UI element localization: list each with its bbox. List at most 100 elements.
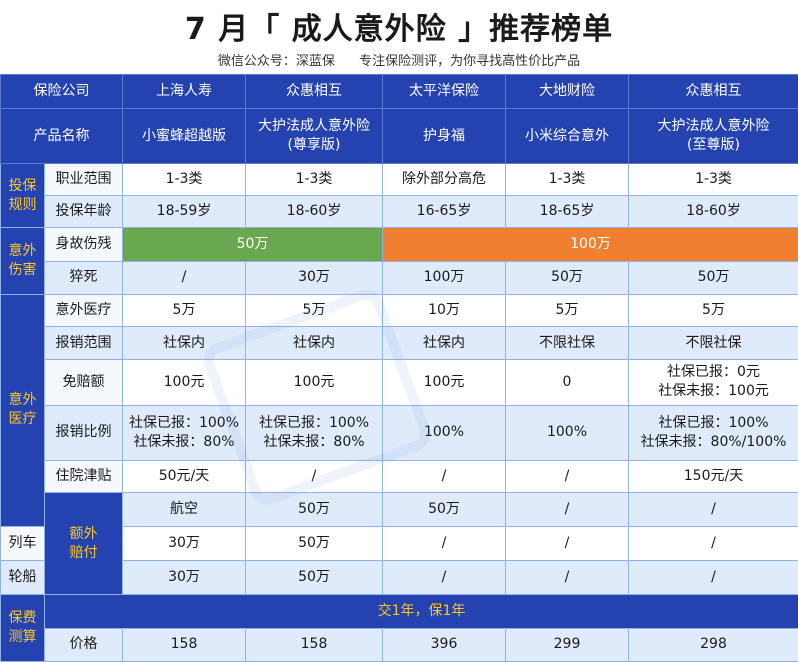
table-cell: 10万 [382,293,506,327]
table-row: 猝死 / 30万 100万 50万 50万 [1,260,798,295]
table-cell: 5万 [122,293,246,327]
table-cell: 30万 [122,526,246,562]
row-label: 报销范围 [44,325,123,361]
company-row: 保险公司 上海人寿 众惠相互 太平洋保险 大地财险 众惠相互 [0,73,798,110]
product-row: 产品名称 小蜜蜂超越版 大护法成人意外险 (尊享版) 护身福 小米综合意外 大护法… [0,108,798,165]
company-cell: 众惠相互 [628,73,798,110]
row-label: 意外医疗 [44,293,123,327]
page-title: 7 月「 成人意外险 」推荐榜单 [184,12,614,47]
price-cell: 298 [628,627,798,662]
row-label: 身故伤残 [44,227,123,262]
product-cell: 小米综合意外 [505,108,629,165]
table-cell: 18-60岁 [245,195,383,229]
slogan-text: 专注保险测评，为你寻找高性价比产品 [359,54,581,69]
table-cell: 50万 [628,260,798,295]
table-cell: / [628,491,798,528]
table-cell: 100元 [382,359,506,406]
table-row: 轮船 30万 50万 / / / [0,560,798,596]
table-cell: 1-3类 [122,163,246,197]
table-cell: 5万 [628,293,798,327]
table-cell: / [382,459,506,493]
table-cell: 100万 [382,260,506,295]
price-cell: 158 [122,627,246,662]
table-cell: 社保内 [245,325,383,361]
company-cell: 大地财险 [505,73,629,110]
table-row: 列车 30万 50万 / / / [0,526,798,562]
table-cell: 50万 [245,560,383,596]
row-label: 报销比例 [44,404,123,461]
table-cell: 社保内 [382,325,506,361]
table-cell: / [628,560,798,596]
row-label: 列车 [0,526,45,562]
table-cell: 16-65岁 [382,195,506,229]
table-cell: 100元 [245,359,383,406]
table-row: 报销比例 社保已报：100% 社保未报：80% 社保已报：100% 社保未报：80%… [1,404,798,461]
death-benefit-green-cell: 50万 [122,227,383,262]
row-label: 猝死 [44,260,123,295]
table-cell: 社保已报：100% 社保未报：80% [122,404,246,461]
table-cell: 18-59岁 [122,195,246,229]
row-label: 价格 [44,627,123,662]
row-label: 轮船 [0,560,45,596]
page-subtitle: 微信公众号：深蓝保 专注保险测评，为你寻找高性价比产品 [0,50,798,69]
table-cell: 50万 [382,491,506,528]
product-cell: 大护法成人意外险 (至尊版) [628,108,798,165]
category-accident-medical: 意外 医疗 [0,293,45,528]
table-row: 住院津贴 50元/天 / / / 150元/天 [1,459,798,493]
table-cell: 50万 [245,526,383,562]
product-label: 产品名称 [0,108,123,165]
table-row: 意外 伤害 身故伤残 50万 100万 [0,227,798,295]
table-cell: 50元/天 [122,459,246,493]
table-cell: 30万 [122,560,246,596]
term-banner: 交1年，保1年 [44,594,798,629]
product-cell: 护身福 [382,108,506,165]
category-premium: 保费 测算 [0,594,45,662]
table-cell: 社保已报：0元 社保未报：100元 [628,359,798,406]
table-cell: 100% [505,404,629,461]
category-accident-injury: 意外 伤害 [0,227,45,295]
table-cell: / [628,526,798,562]
table-cell: / [505,491,629,528]
row-label: 免赔额 [44,359,123,406]
table-cell: 不限社保 [505,325,629,361]
price-cell: 396 [382,627,506,662]
row-label: 投保年龄 [44,195,123,229]
table-cell: 1-3类 [628,163,798,197]
table-cell: 50万 [505,260,629,295]
table-cell: 社保已报：100% 社保未报：80% [245,404,383,461]
table-cell: 社保内 [122,325,246,361]
table-cell: / [505,459,629,493]
table-row: 免赔额 100元 100元 100元 0 社保已报：0元 社保未报：100元 [1,359,798,406]
category-extra-payout: 额外 赔付 [44,491,123,596]
table-cell: / [382,560,506,596]
table-row: 价格 158 158 396 299 298 [1,627,798,662]
table-cell: / [382,526,506,562]
table-row: 保费 测算 交1年，保1年 [0,594,798,662]
table-row: 投保 规则 职业范围 1-3类 1-3类 除外部分高危 1-3类 1-3类 [0,163,798,229]
death-benefit-orange-cell: 100万 [382,227,798,262]
category-insure-rules: 投保 规则 [0,163,45,229]
table-cell: 30万 [245,260,383,295]
table-cell: 100% [382,404,506,461]
company-cell: 众惠相互 [245,73,383,110]
company-cell: 太平洋保险 [382,73,506,110]
account-text: 微信公众号：深蓝保 [217,54,335,69]
table-cell: / [122,260,246,295]
row-label: 住院津贴 [44,459,123,493]
page-header: 7 月「 成人意外险 」推荐榜单 微信公众号：深蓝保 专注保险测评，为你寻找高性… [0,0,798,74]
row-label: 航空 [122,491,246,528]
table-cell: 50万 [245,491,383,528]
table-row: 报销范围 社保内 社保内 社保内 不限社保 不限社保 [1,325,798,361]
table-row: 投保年龄 18-59岁 18-60岁 16-65岁 18-65岁 18-60岁 [1,195,798,229]
table-row: 意外 医疗 意外医疗 5万 5万 10万 5万 5万 [0,293,798,528]
comparison-table: 保险公司 上海人寿 众惠相互 太平洋保险 大地财险 众惠相互 产品名称 小蜜蜂超… [0,73,798,662]
table-cell: 社保已报：100% 社保未报：80%/100% [628,404,798,461]
table-cell: 5万 [505,293,629,327]
table-cell: 150元/天 [628,459,798,493]
table-cell: 0 [505,359,629,406]
company-cell: 上海人寿 [122,73,246,110]
table-cell: 1-3类 [505,163,629,197]
table-cell: 不限社保 [628,325,798,361]
table-cell: 18-60岁 [628,195,798,229]
table-cell: / [245,459,383,493]
